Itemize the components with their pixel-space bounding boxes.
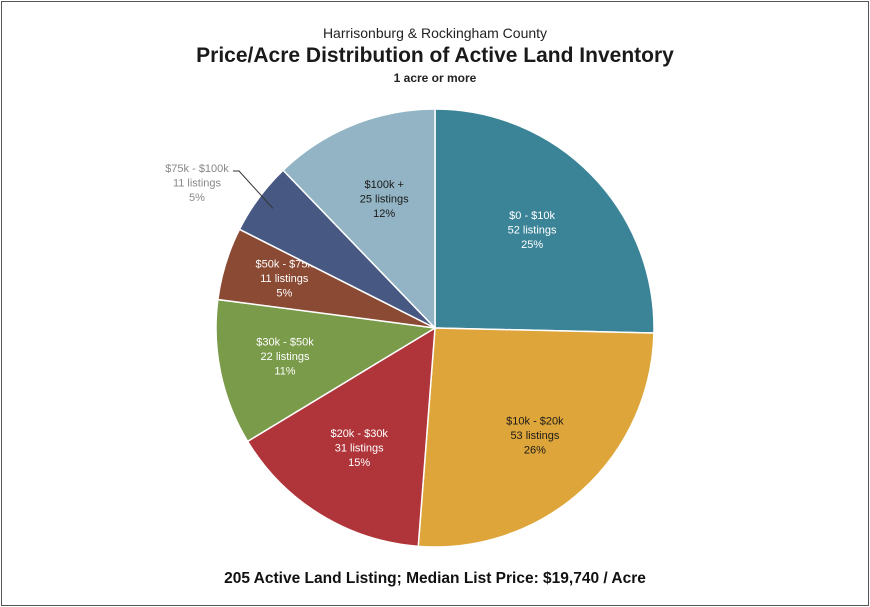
chart-supertitle: Harrisonburg & Rockingham County xyxy=(322,25,548,41)
chart-footer-summary: 205 Active Land Listing; Median List Pri… xyxy=(224,570,646,587)
slice-label-50k-75k: $50k - $75k 11 listings 5% xyxy=(256,259,314,300)
pie-slice-100k xyxy=(282,108,436,330)
slice-label-range: $50k - $75k xyxy=(256,259,314,271)
slice-label-percent: 25% xyxy=(521,239,543,251)
slice-label-100k: $100k + 25 listings 12% xyxy=(360,179,409,220)
slice-label-percent: 5% xyxy=(276,288,292,300)
slice-label-0-10k: $0 - $10k 52 listings 25% xyxy=(508,210,557,251)
slice-label-percent: 26% xyxy=(524,444,546,456)
leader-line-75k-100k xyxy=(233,170,274,209)
slice-label-listings: 11 listings xyxy=(260,273,309,285)
slice-label-listings: 53 listings xyxy=(510,430,559,442)
slice-label-range: $0 - $10k xyxy=(509,210,555,222)
slice-label-range: $75k - $100k xyxy=(165,163,229,175)
slice-label-range: $30k - $50k xyxy=(256,337,314,349)
slice-label-listings: 31 listings xyxy=(335,443,384,455)
slice-label-percent: 12% xyxy=(373,208,395,220)
slice-label-75k-100k: $75k - $100k 11 listings 5% xyxy=(165,163,229,204)
slice-label-listings: 52 listings xyxy=(508,225,557,237)
slice-label-20k-30k: $20k - $30k 31 listings 15% xyxy=(330,428,388,469)
pie-slice-0-10k xyxy=(434,108,655,334)
slice-label-30k-50k: $30k - $50k 22 listings 11% xyxy=(256,337,314,378)
chart-subtitle: 1 acre or more xyxy=(393,71,477,85)
pie-slice-10k-20k xyxy=(417,327,655,548)
slice-label-percent: 5% xyxy=(189,192,205,204)
pie-slice-30k-50k xyxy=(215,298,438,443)
slice-label-range: $20k - $30k xyxy=(330,428,388,440)
slice-label-range: $100k + xyxy=(364,179,403,191)
slice-label-range: $10k - $20k xyxy=(506,415,564,427)
slice-label-listings: 25 listings xyxy=(360,194,409,206)
slice-label-percent: 15% xyxy=(348,457,370,469)
slice-label-listings: 11 listings xyxy=(173,178,222,190)
slice-label-10k-20k: $10k - $20k 53 listings 26% xyxy=(506,415,564,456)
chart-title: Price/Acre Distribution of Active Land I… xyxy=(196,44,674,67)
slice-label-percent: 11% xyxy=(274,366,295,378)
pie-slice-20k-30k xyxy=(246,326,436,548)
slice-label-listings: 22 listings xyxy=(261,351,310,363)
